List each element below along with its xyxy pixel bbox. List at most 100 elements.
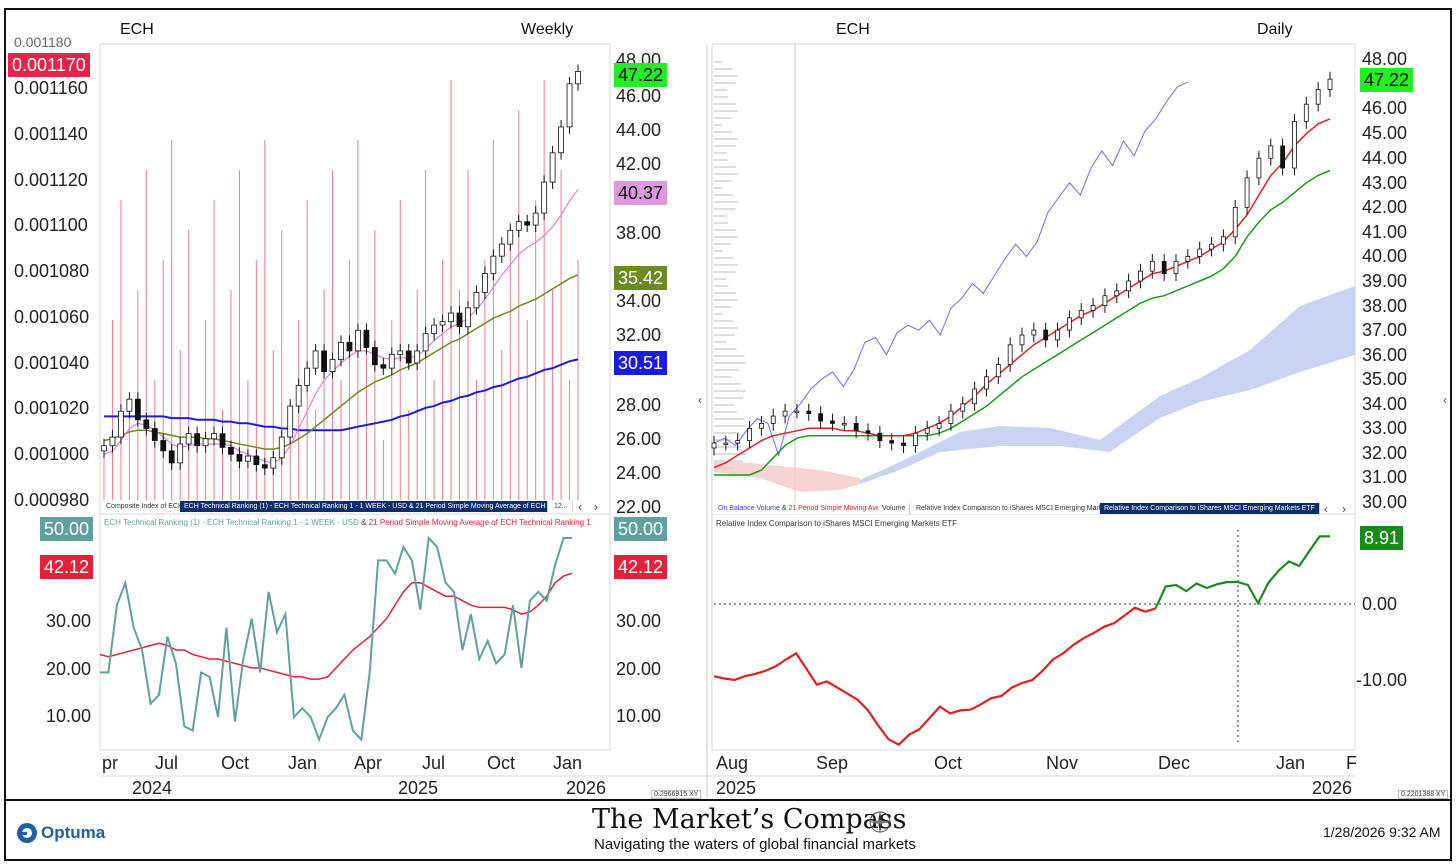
tab-obv-label: On Balance Volume: [718, 505, 780, 512]
daily-axis-tick: 38.00: [1362, 296, 1408, 316]
daily-candle-body: [1066, 317, 1072, 331]
weekly-price-last-value-tag: 47.22: [614, 63, 668, 87]
weekly-candle-body: [270, 457, 277, 469]
daily-candle-body: [853, 423, 859, 432]
footer-subtitle: Navigating the waters of global financia…: [594, 836, 916, 853]
scroll-left-button[interactable]: ‹: [698, 393, 702, 407]
ichimoku-cloud: [860, 286, 1355, 484]
ranking-left-axis-tick: 10.00: [46, 706, 92, 726]
tab-volume[interactable]: Volume: [878, 503, 911, 514]
weekly-year-label: 2026: [566, 778, 607, 798]
weekly-right-axis-tick: 28.00: [616, 395, 662, 415]
sma-red-line: [713, 118, 1331, 469]
daily-candle-body: [1232, 206, 1238, 238]
ranking-legend-series: ECH Technical Ranking (1) - ECH Technica…: [104, 518, 359, 527]
daily-candle-body: [735, 440, 741, 444]
daily-axis-tick: 48.00: [1362, 49, 1408, 69]
composite-index-last-value-tag: 0.001170: [8, 53, 90, 77]
weekly-right-axis-tick: 26.00: [616, 429, 662, 449]
tab-on-balance-volume[interactable]: On Balance Volume & 21 Period Simple Mov…: [714, 503, 899, 514]
tab-relative-index[interactable]: Relative Index Comparison to iShares MSC…: [912, 503, 1132, 514]
optuma-logo-text: Optuma: [41, 823, 106, 842]
daily-candle-body: [1055, 329, 1060, 341]
daily-candle-body: [782, 410, 788, 417]
daily-tab-prev-button[interactable]: ‹: [1324, 502, 1328, 516]
weekly-left-axis-clipped-tick: 0.001180: [14, 34, 72, 50]
weekly-candle-body: [168, 450, 175, 464]
ranking-legend-sma: 21 Period Simple Moving Average of ECH T…: [368, 518, 591, 527]
tab-next-button[interactable]: ›: [594, 500, 598, 514]
daily-candle-body: [1327, 78, 1333, 90]
weekly-candle-body: [329, 359, 336, 372]
weekly-candle-body: [507, 229, 514, 245]
weekly-candle-body: [448, 312, 454, 323]
weekly-candle-body: [532, 212, 539, 226]
daily-candle-body: [1078, 310, 1084, 319]
weekly-candle-body: [151, 428, 158, 441]
daily-candle-body: [1126, 280, 1132, 292]
daily-candle-body: [924, 427, 930, 434]
tab-more[interactable]: 12...: [550, 501, 573, 512]
footer-title: The Market’s Compass: [592, 804, 907, 835]
daily-candle-body: [1185, 256, 1191, 262]
weekly-candle-body: [575, 71, 581, 85]
daily-candle-body: [889, 440, 895, 444]
weekly-x-tick: Jan: [288, 753, 318, 773]
daily-candle-body: [1114, 290, 1120, 297]
daily-xy-readout: 0.2201388 XY: [1398, 790, 1449, 799]
weekly-candle-body: [456, 312, 463, 328]
tab-technical-ranking[interactable]: ECH Technical Ranking (1) - ECH Technica…: [180, 501, 548, 512]
daily-candle-body: [794, 410, 800, 414]
daily-relative-pane: [711, 513, 1356, 751]
weekly-candle-body: [338, 341, 344, 360]
daily-tab-next-button[interactable]: ›: [1342, 502, 1346, 516]
daily-axis-tick: 37.00: [1362, 320, 1408, 340]
tab-relative-index-active[interactable]: Relative Index Comparison to iShares MSC…: [1100, 503, 1320, 514]
daily-candle-body: [984, 376, 989, 390]
daily-candle-body: [1090, 305, 1096, 311]
daily-axis-tick: 41.00: [1362, 222, 1408, 242]
weekly-left-axis-tick: 0.001000: [14, 444, 90, 464]
weekly-x-tick: Oct: [487, 753, 516, 773]
ranking-right-axis-tick: 30.00: [616, 611, 662, 631]
daily-candle-body: [1268, 145, 1274, 159]
weekly-right-axis-tick: 46.00: [616, 86, 662, 106]
weekly-left-axis-tick: 0.001060: [14, 307, 90, 327]
weekly-candle-body: [380, 364, 387, 369]
daily-x-tick: Dec: [1158, 753, 1191, 773]
daily-axis-tick: 31.00: [1362, 467, 1408, 487]
weekly-x-tick: Jul: [155, 753, 179, 773]
weekly-candle-body: [388, 353, 395, 369]
weekly-price-pane: [99, 43, 611, 515]
ranking-sma-right-value-tag: 42.12: [614, 555, 668, 579]
daily-x-tick: Nov: [1046, 753, 1079, 773]
daily-axis-tick: 33.00: [1362, 418, 1408, 438]
relative-axis-tick: 0.00: [1362, 594, 1398, 614]
footer-timestamp: 1/28/2026 9:32 AM: [1323, 824, 1441, 840]
daily-candle-body: [1292, 120, 1297, 169]
weekly-candle-body: [177, 443, 184, 464]
scroll-right-button[interactable]: ‹: [1443, 393, 1447, 407]
weekly-candle-body: [101, 445, 107, 452]
daily-candle-body: [1031, 329, 1037, 336]
weekly-candle-body: [541, 181, 548, 214]
daily-candle-body: [1138, 270, 1143, 282]
daily-axis-tick: 40.00: [1362, 246, 1408, 266]
tab-composite-index[interactable]: Composite Index of ECH: [102, 501, 189, 512]
weekly-candle-body: [228, 447, 234, 455]
daily-axis-tick: 43.00: [1362, 173, 1408, 193]
daily-candle-body: [1315, 89, 1321, 105]
daily-x-tick: Aug: [716, 753, 749, 773]
tab-prev-button[interactable]: ‹: [578, 500, 582, 514]
daily-candle-body: [1209, 243, 1214, 250]
weekly-left-axis-tick: 0.001020: [14, 398, 90, 418]
weekly-candle-body: [473, 291, 480, 309]
ranking-left-axis-tick: 30.00: [46, 611, 92, 631]
weekly-ranking-pane: [99, 513, 611, 751]
daily-candle-body: [877, 432, 883, 442]
sma-long-last-value-tag: 30.51: [614, 351, 668, 375]
daily-candle-body: [912, 432, 918, 446]
weekly-left-axis-tick: 0.001120: [14, 170, 88, 190]
weekly-candle-body: [295, 384, 302, 407]
